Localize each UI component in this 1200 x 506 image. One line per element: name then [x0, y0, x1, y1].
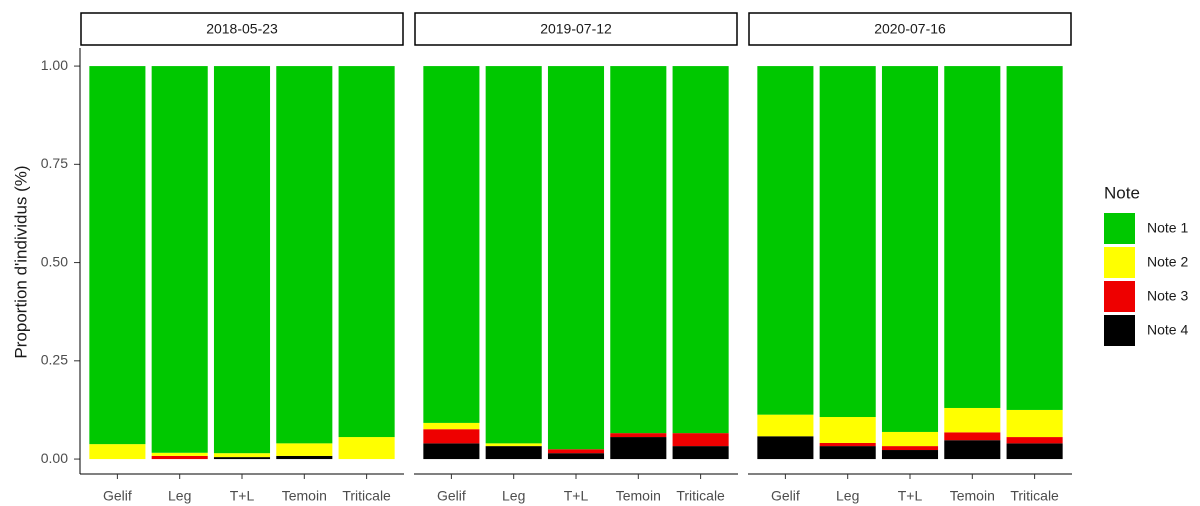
bar-segment: [1006, 409, 1063, 438]
bar-segment: [944, 432, 1001, 441]
y-tick-label: 0.50: [41, 253, 68, 269]
legend-swatch: [1104, 281, 1135, 312]
bar-segment: [338, 66, 395, 438]
bar-segment: [672, 433, 729, 447]
legend-label: Note 1: [1147, 220, 1188, 236]
x-tick-label: Gelif: [103, 488, 132, 504]
legend-label: Note 4: [1147, 322, 1188, 338]
x-tick-label: T+L: [230, 488, 255, 504]
bar-segment: [423, 66, 480, 423]
bar-segment: [1006, 66, 1063, 410]
y-tick-label: 0.75: [41, 155, 68, 171]
bar-segment: [819, 417, 876, 443]
bar-segment: [213, 66, 271, 454]
x-tick-label: Gelif: [771, 488, 800, 504]
bar-segment: [757, 66, 814, 415]
y-axis-label: Proportion d'individus (%): [11, 165, 30, 358]
bar-segment: [881, 66, 939, 432]
x-tick-label: Leg: [502, 488, 525, 504]
bar-segment: [338, 437, 395, 460]
bar-segment: [89, 444, 146, 460]
legend-title: Note: [1104, 183, 1140, 202]
bar-segment: [757, 436, 814, 460]
x-tick-label: Temoin: [950, 488, 995, 504]
bar-segment: [213, 457, 271, 460]
bar-segment: [1006, 443, 1063, 460]
legend-swatch: [1104, 315, 1135, 346]
bar-segment: [151, 66, 208, 453]
y-tick-label: 0.25: [41, 352, 68, 368]
bar-segment: [485, 446, 542, 460]
x-tick-label: Triticale: [342, 488, 391, 504]
x-tick-label: Gelif: [437, 488, 466, 504]
x-tick-label: Leg: [836, 488, 859, 504]
bar-segment: [1006, 437, 1063, 444]
bar-segment: [213, 453, 271, 458]
legend-label: Note 3: [1147, 288, 1188, 304]
bar-segment: [610, 437, 667, 460]
bar-segment: [485, 443, 542, 447]
bar-segment: [944, 66, 1001, 408]
bar-segment: [89, 66, 146, 445]
legend-swatch: [1104, 213, 1135, 244]
bar-segment: [881, 450, 939, 460]
bar-segment: [547, 453, 605, 460]
bar-segment: [881, 431, 939, 447]
bar-segment: [485, 66, 542, 444]
x-tick-label: Temoin: [282, 488, 327, 504]
bar-segment: [423, 443, 480, 460]
bar-segment: [423, 422, 480, 430]
facet-label: 2019-07-12: [540, 21, 612, 37]
bar-segment: [610, 66, 667, 434]
facet-label: 2020-07-16: [874, 21, 946, 37]
bar-segment: [944, 440, 1001, 460]
bar-segment: [819, 66, 876, 418]
bar-segment: [547, 66, 605, 450]
legend-swatch: [1104, 247, 1135, 278]
facet-strip: [414, 12, 738, 46]
bar-segment: [672, 66, 729, 434]
facet-strip: [748, 12, 1072, 46]
y-tick-label: 1.00: [41, 57, 68, 73]
legend-label: Note 2: [1147, 254, 1188, 270]
x-tick-label: Temoin: [616, 488, 661, 504]
x-tick-label: Leg: [168, 488, 191, 504]
bar-segment: [672, 446, 729, 460]
bar-segment: [757, 414, 814, 437]
bar-segment: [610, 433, 667, 438]
bar-segment: [151, 455, 208, 460]
facet-label: 2018-05-23: [206, 21, 278, 37]
bar-segment: [881, 446, 939, 451]
x-tick-label: T+L: [898, 488, 923, 504]
bar-segment: [819, 442, 876, 447]
facet-strip: [80, 12, 404, 46]
bar-segment: [151, 452, 208, 456]
x-tick-label: T+L: [564, 488, 589, 504]
x-tick-label: Triticale: [1010, 488, 1059, 504]
bar-segment: [276, 66, 333, 444]
bar-segment: [547, 449, 605, 454]
x-tick-label: Triticale: [676, 488, 725, 504]
bar-segment: [819, 446, 876, 460]
bar-segment: [276, 443, 333, 456]
y-tick-label: 0.00: [41, 450, 68, 466]
bar-segment: [944, 407, 1001, 433]
bar-segment: [423, 429, 480, 444]
bar-segment: [276, 455, 333, 460]
